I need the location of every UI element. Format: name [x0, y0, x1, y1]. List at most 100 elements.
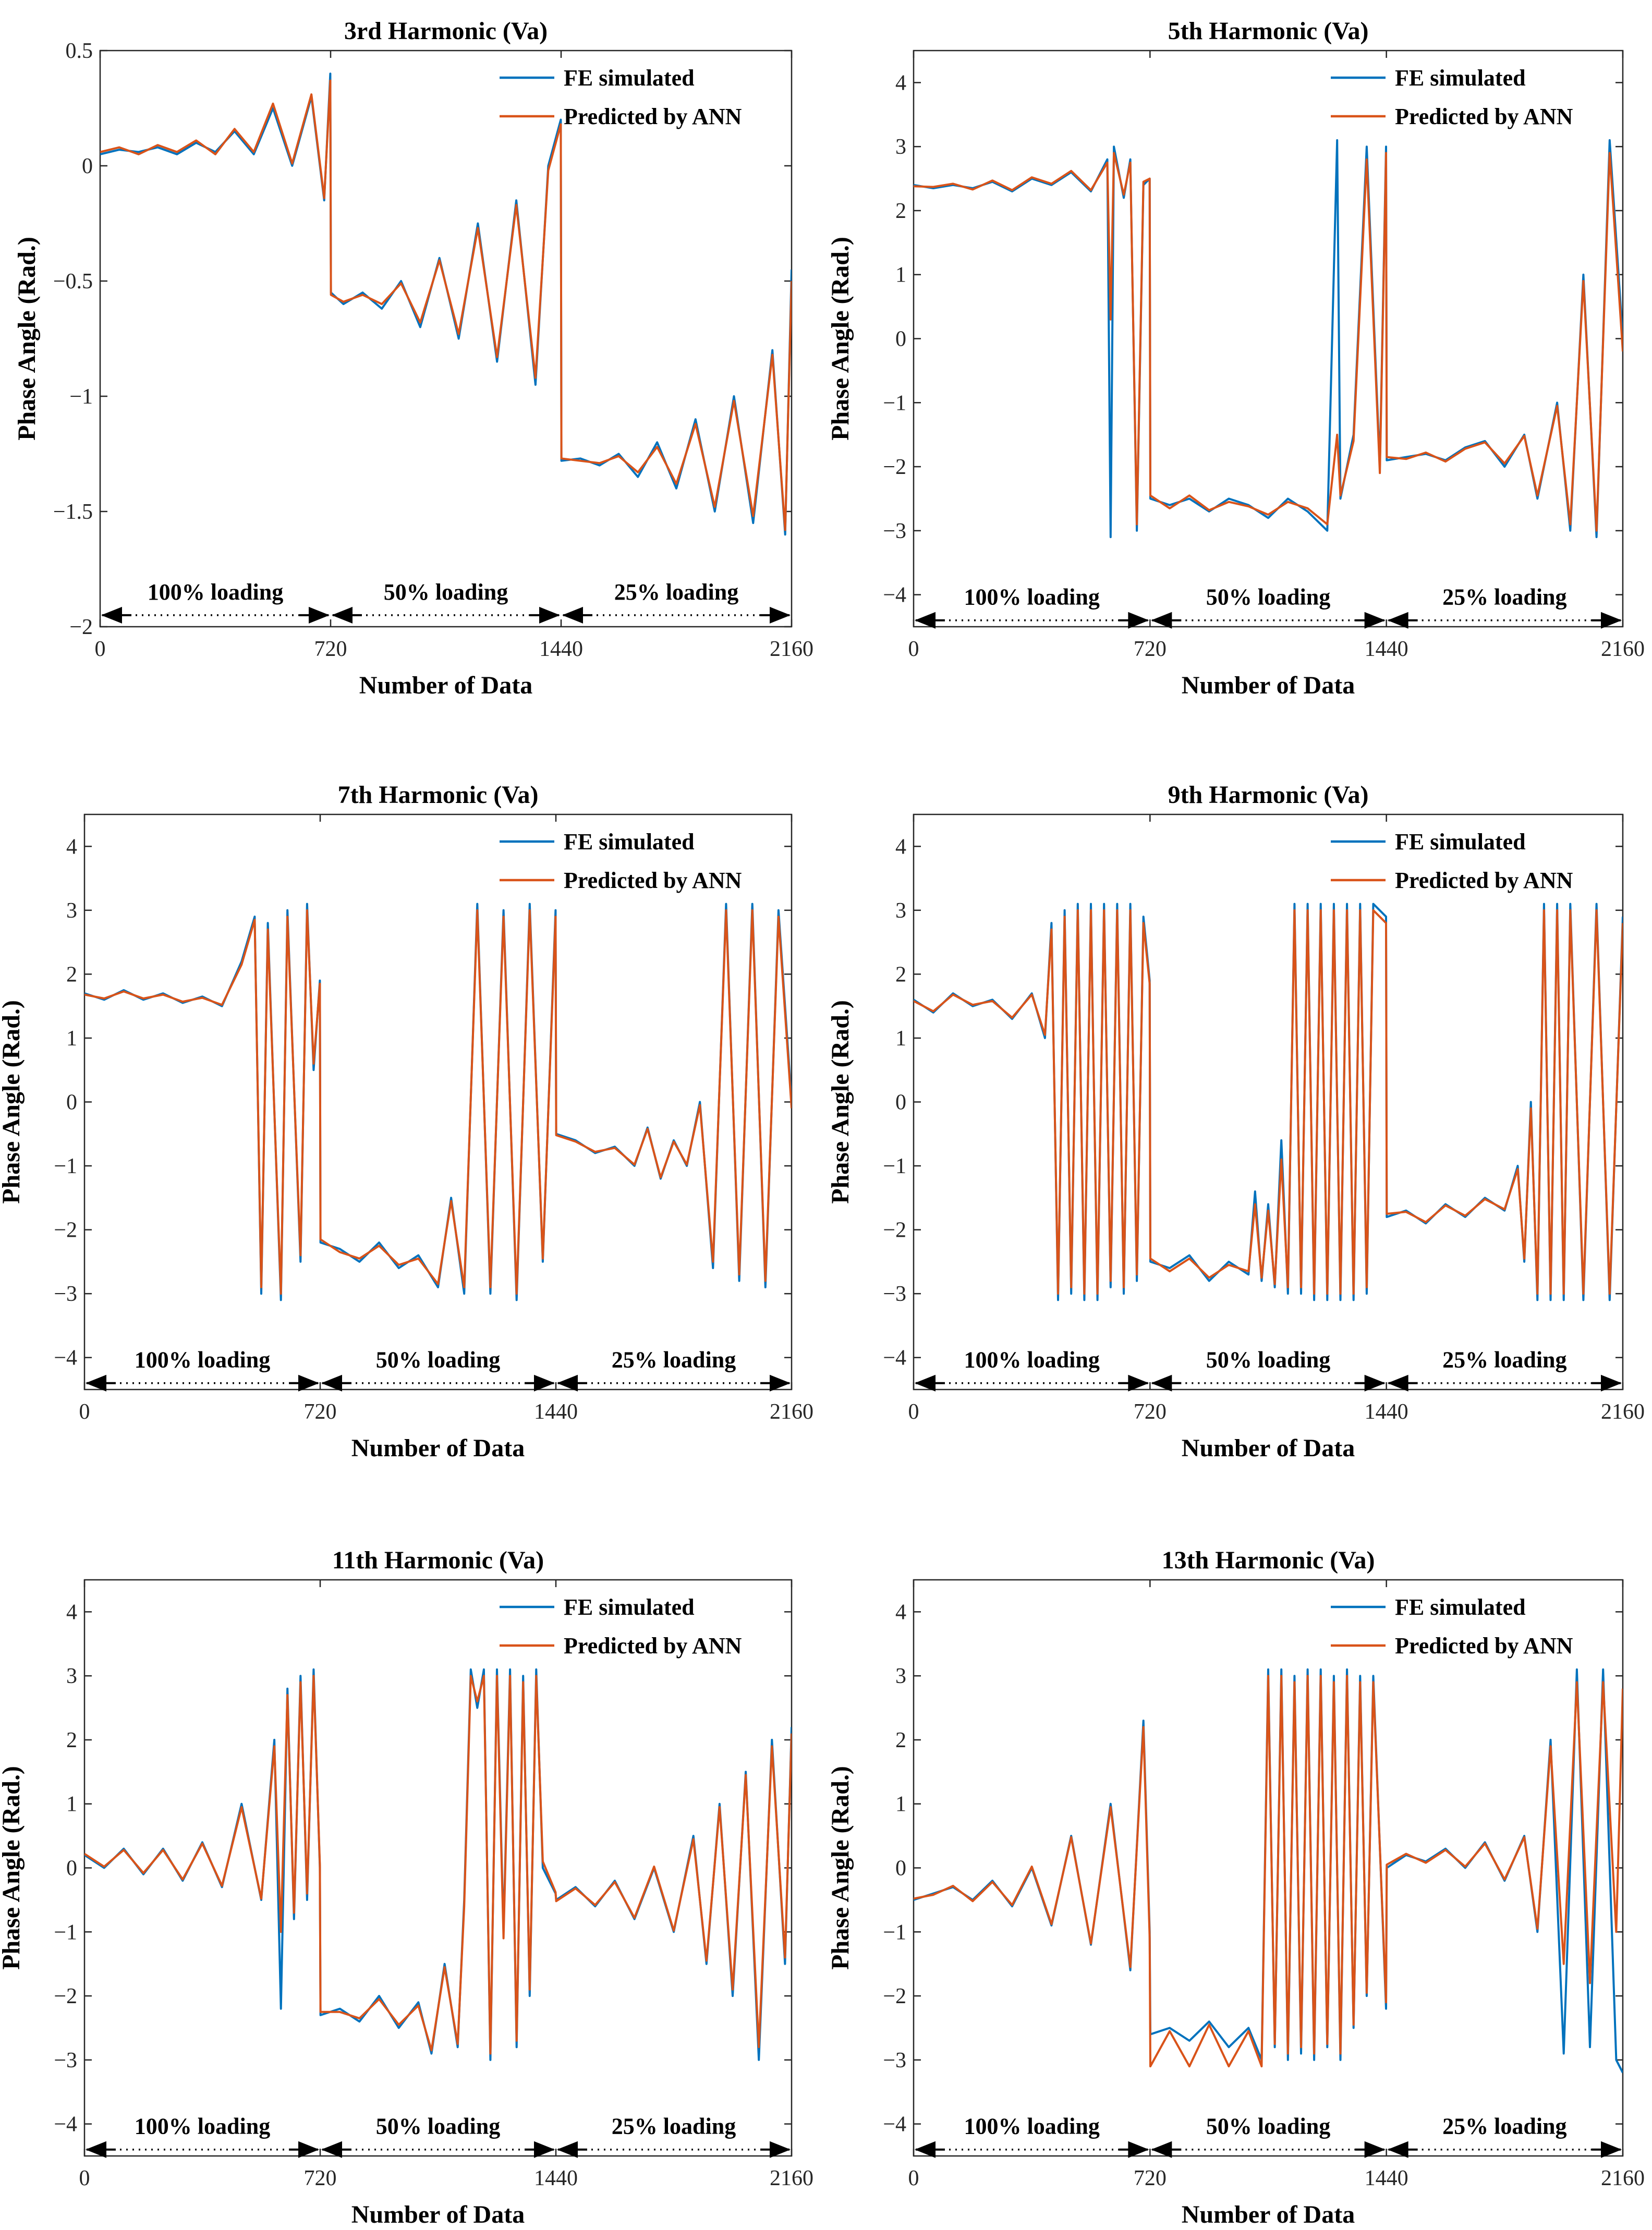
y-axis-label: Phase Angle (Rad.) [0, 1766, 25, 1970]
x-tick-label: 1440 [1365, 637, 1408, 661]
region-label: 100% loading [135, 1347, 270, 1373]
plot-area [913, 1579, 1624, 2157]
x-tick-label: 720 [304, 2166, 337, 2190]
legend-label: FE simulated [1395, 1594, 1526, 1620]
y-tick-label: −3 [883, 2049, 906, 2073]
region-label: 100% loading [148, 579, 283, 605]
x-tick-label: 0 [95, 637, 106, 661]
y-tick-label: 0 [895, 1857, 906, 1881]
x-tick-label: 720 [1134, 637, 1167, 661]
y-tick-label: −4 [883, 583, 906, 607]
region-arrowhead-right [1364, 1374, 1386, 1392]
region-arrowhead-left [332, 606, 353, 624]
region-arrowhead-left [101, 606, 122, 624]
chart-title: 13th Harmonic (Va) [1162, 1546, 1375, 1574]
chart-title: 5th Harmonic (Va) [1168, 17, 1369, 45]
y-tick-label: 1 [895, 1027, 906, 1051]
x-tick-label: 1440 [1365, 2166, 1408, 2190]
legend-label: FE simulated [564, 829, 695, 855]
x-tick-label: 720 [314, 637, 347, 661]
region-arrowhead-left [1387, 612, 1408, 629]
region-arrowhead-right [1364, 612, 1386, 629]
region-label: 100% loading [135, 2114, 270, 2139]
region-arrowhead-right [309, 606, 330, 624]
region-label: 25% loading [612, 1347, 736, 1373]
region-arrowhead-right [539, 606, 560, 624]
series-group [914, 1668, 1623, 2074]
region-arrowhead-right [1601, 1374, 1622, 1392]
plot-area [913, 813, 1624, 1391]
plot-area [83, 813, 793, 1391]
y-tick-label: 1 [66, 1027, 77, 1051]
y-tick-label: 3 [895, 899, 906, 923]
region-arrowhead-left [86, 1374, 106, 1392]
region-arrowhead-left [557, 1374, 578, 1392]
series-line-predicted-by-ann [100, 79, 792, 531]
legend-label: Predicted by ANN [564, 1633, 742, 1659]
x-tick-label: 0 [79, 1400, 90, 1424]
region-label: 100% loading [964, 584, 1099, 610]
legend-label: Predicted by ANN [564, 868, 742, 893]
x-tick-label: 0 [908, 637, 919, 661]
chart-title: 11th Harmonic (Va) [332, 1546, 544, 1574]
x-tick-label: 2160 [1601, 637, 1645, 661]
x-tick-label: 1440 [539, 637, 583, 661]
y-tick-label: −3 [883, 519, 906, 543]
y-tick-label: 4 [66, 1600, 77, 1624]
legend-label: Predicted by ANN [1395, 868, 1573, 893]
y-tick-label: −1 [883, 1154, 906, 1178]
plot-area [913, 50, 1624, 628]
y-tick-label: −1.5 [53, 500, 93, 524]
region-label: 50% loading [1206, 1347, 1330, 1373]
y-tick-label: 3 [895, 1664, 906, 1688]
region-arrowhead-right [770, 1374, 791, 1392]
x-tick-label: 720 [304, 1400, 337, 1424]
region-label: 50% loading [376, 2114, 500, 2139]
y-tick-label: 0 [895, 1091, 906, 1115]
x-axis-label: Number of Data [359, 672, 532, 699]
x-tick-label: 0 [908, 1400, 919, 1424]
x-axis-label: Number of Data [1182, 2201, 1355, 2228]
y-tick-label: 2 [895, 1728, 906, 1752]
legend-label: FE simulated [564, 1594, 695, 1620]
y-tick-label: 0.5 [66, 39, 93, 63]
x-tick-label: 0 [908, 2166, 919, 2190]
y-tick-label: 4 [895, 835, 906, 859]
region-arrowhead-right [1601, 2141, 1622, 2158]
y-tick-label: −4 [883, 1346, 906, 1370]
x-tick-label: 2160 [770, 2166, 813, 2190]
chart-panel-1: 3rd Harmonic (Va) 0 720 1440 2160 −2 −1.5 −1 −0.… [13, 17, 813, 699]
region-arrowhead-right [1601, 612, 1622, 629]
region-arrowhead-left [321, 1374, 342, 1392]
y-tick-label: −4 [54, 1346, 77, 1370]
series-group [84, 903, 792, 1301]
y-tick-label: 3 [66, 899, 77, 923]
region-arrowhead-left [1387, 1374, 1408, 1392]
region-arrowhead-left [915, 2141, 936, 2158]
plot-area [99, 50, 793, 628]
y-tick-label: 2 [895, 962, 906, 986]
chart-panel-2: 5th Harmonic (Va) 0 720 1440 2160 −4 −3 −2 −1 0 1 2… [827, 17, 1645, 699]
y-tick-label: 2 [66, 962, 77, 986]
y-tick-label: −2 [54, 1218, 77, 1242]
region-label: 50% loading [1206, 584, 1330, 610]
y-tick-label: −1 [883, 391, 906, 415]
x-tick-label: 720 [1134, 2166, 1167, 2190]
region-arrowhead-left [86, 2141, 106, 2158]
region-label: 25% loading [614, 579, 738, 605]
y-tick-label: 0 [66, 1857, 77, 1881]
region-arrowhead-right [1128, 1374, 1149, 1392]
region-arrowhead-left [915, 1374, 936, 1392]
y-axis-label: Phase Angle (Rad.) [0, 1000, 25, 1204]
chart-title: 9th Harmonic (Va) [1168, 781, 1369, 809]
y-tick-label: 2 [66, 1728, 77, 1752]
region-label: 100% loading [964, 2114, 1099, 2139]
chart-panel-6: 13th Harmonic (Va) 0 720 1440 2160 −4 −3 −2 −1 0 1… [827, 1546, 1645, 2228]
region-arrowhead-right [1128, 2141, 1149, 2158]
region-arrowhead-left [1151, 612, 1172, 629]
y-tick-label: −2 [54, 1984, 77, 2008]
y-axis-label: Phase Angle (Rad.) [827, 1766, 854, 1970]
series-line-predicted-by-ann [914, 152, 1623, 532]
region-arrowhead-right [770, 2141, 791, 2158]
x-tick-label: 720 [1134, 1400, 1167, 1424]
